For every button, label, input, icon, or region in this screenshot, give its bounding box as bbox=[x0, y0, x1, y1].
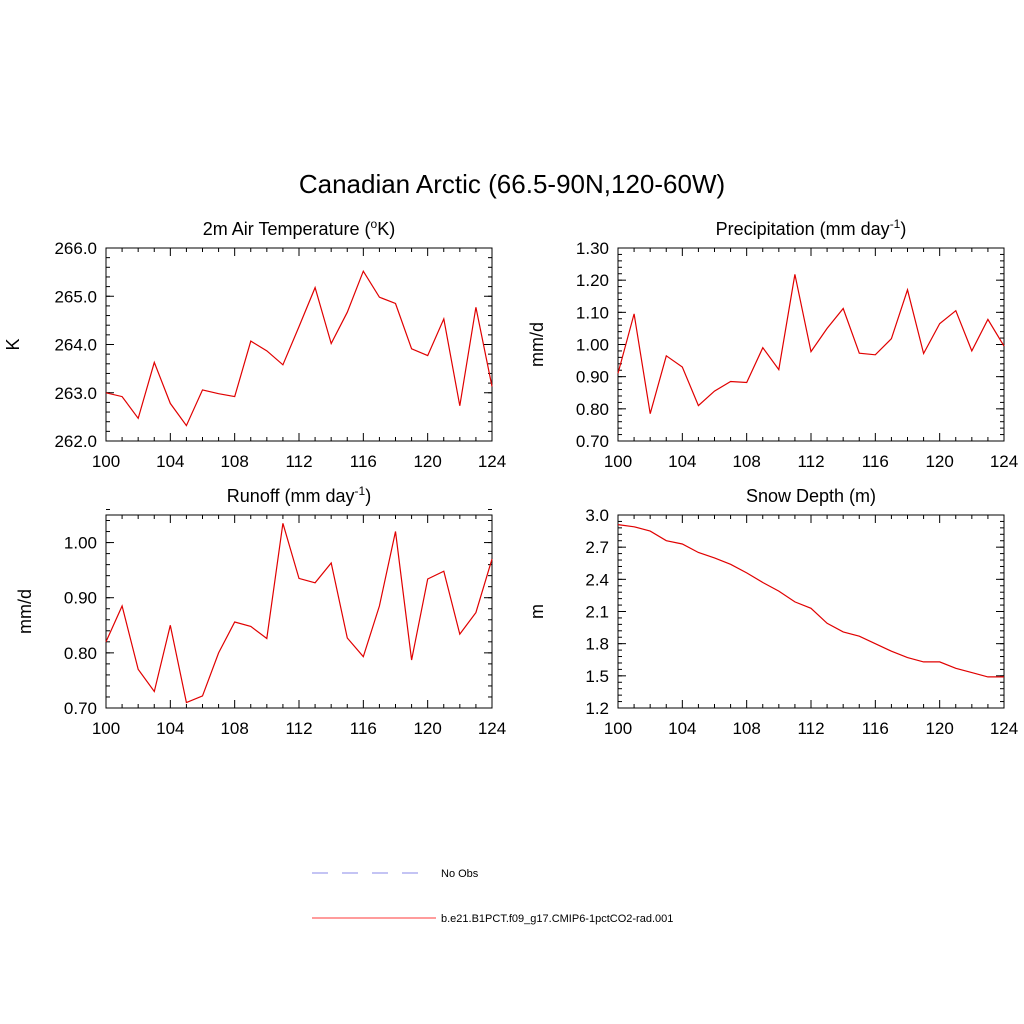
y-tick-label: 1.5 bbox=[585, 667, 609, 686]
y-tick-label: 0.90 bbox=[64, 589, 97, 608]
x-tick-label: 124 bbox=[478, 719, 506, 738]
series-line bbox=[105, 523, 493, 704]
x-tick-label: 116 bbox=[350, 719, 377, 738]
x-tick-label: 120 bbox=[413, 452, 441, 471]
y-tick-label: 1.30 bbox=[576, 239, 609, 258]
y-tick-label: 2.4 bbox=[585, 570, 609, 589]
panel-title-text: Snow Depth (m) bbox=[746, 486, 876, 506]
x-tick-label: 116 bbox=[862, 452, 889, 471]
legend: No Obs b.e21.B1PCT.f09_g17.CMIP6-1pctCO2… bbox=[312, 868, 673, 925]
panel-title-superscript: o bbox=[371, 217, 378, 231]
panel-title-superscript: -1 bbox=[355, 484, 366, 498]
panel-title-text: Precipitation (mm day bbox=[716, 219, 890, 239]
x-tick-label: 108 bbox=[220, 719, 248, 738]
y-tick-label: 1.2 bbox=[585, 699, 609, 718]
x-tick-label: 104 bbox=[668, 452, 696, 471]
x-tick-label: 124 bbox=[478, 452, 506, 471]
legend-no-obs-label: No Obs bbox=[441, 868, 479, 880]
panel-title: Precipitation (mm day-1) bbox=[716, 217, 907, 239]
panel-title: 2m Air Temperature (oK) bbox=[203, 217, 395, 239]
plot-frame bbox=[105, 247, 493, 442]
panel-title-text: Runoff (mm day bbox=[227, 486, 355, 506]
y-axis-label: mm/d bbox=[15, 589, 35, 634]
x-tick-label: 120 bbox=[925, 719, 953, 738]
x-tick-label: 100 bbox=[604, 719, 632, 738]
x-tick-label: 104 bbox=[156, 452, 184, 471]
x-tick-label: 104 bbox=[156, 719, 184, 738]
x-tick-label: 120 bbox=[413, 719, 441, 738]
y-tick-label: 2.1 bbox=[585, 603, 609, 622]
series-line bbox=[617, 524, 1004, 678]
panel-title-suffix: K) bbox=[377, 219, 395, 239]
plot-frame bbox=[617, 247, 1005, 442]
x-tick-label: 104 bbox=[668, 719, 696, 738]
x-tick-label: 112 bbox=[797, 452, 824, 471]
y-tick-label: 265.0 bbox=[54, 287, 97, 306]
x-tick-label: 100 bbox=[92, 719, 120, 738]
x-tick-label: 120 bbox=[925, 452, 953, 471]
y-tick-label: 1.00 bbox=[64, 534, 97, 553]
panel-air-temperature: 2m Air Temperature (oK) 100 104 108 112 116 12… bbox=[3, 217, 506, 471]
y-tick-label: 1.00 bbox=[576, 336, 609, 355]
x-tick-label: 124 bbox=[990, 719, 1018, 738]
y-tick-label: 1.10 bbox=[576, 303, 609, 322]
x-tick-label: 108 bbox=[732, 452, 760, 471]
panel-title-superscript: -1 bbox=[890, 217, 901, 231]
y-axis-label: m bbox=[527, 604, 547, 619]
x-tick-label: 112 bbox=[285, 719, 312, 738]
figure-title: Canadian Arctic (66.5-90N,120-60W) bbox=[299, 169, 725, 199]
panel-title-suffix: ) bbox=[900, 219, 906, 239]
plot-frame bbox=[617, 514, 1005, 709]
panel-precipitation: Precipitation (mm day-1) 100 104 108 112 116 1… bbox=[527, 217, 1018, 471]
y-tick-label: 264.0 bbox=[54, 336, 97, 355]
y-tick-label: 0.70 bbox=[576, 432, 609, 451]
panel-runoff: Runoff (mm day-1) 100 104 108 112 116 120 124 0.… bbox=[15, 484, 506, 738]
y-tick-label: 262.0 bbox=[54, 432, 97, 451]
y-tick-label: 0.80 bbox=[64, 644, 97, 663]
y-tick-label: 2.7 bbox=[585, 538, 609, 557]
panel-title-text: 2m Air Temperature ( bbox=[203, 219, 371, 239]
x-tick-label: 112 bbox=[797, 719, 824, 738]
y-tick-label: 3.0 bbox=[585, 506, 609, 525]
x-tick-label: 116 bbox=[350, 452, 377, 471]
legend-model-label: b.e21.B1PCT.f09_g17.CMIP6-1pctCO2-rad.00… bbox=[441, 913, 673, 925]
plot-frame bbox=[105, 514, 493, 709]
x-tick-label: 108 bbox=[732, 719, 760, 738]
x-tick-label: 108 bbox=[220, 452, 248, 471]
panel-snow-depth: Snow Depth (m) 100 104 108 112 116 120 124 1.2 1.… bbox=[527, 486, 1018, 738]
y-tick-label: 1.20 bbox=[576, 271, 609, 290]
x-tick-label: 112 bbox=[285, 452, 312, 471]
panel-title: Snow Depth (m) bbox=[746, 486, 876, 506]
series-line bbox=[617, 274, 1005, 414]
y-tick-label: 263.0 bbox=[54, 384, 97, 403]
y-tick-label: 0.70 bbox=[64, 699, 97, 718]
panel-title: Runoff (mm day-1) bbox=[227, 484, 371, 506]
x-tick-label: 100 bbox=[92, 452, 120, 471]
y-tick-label: 0.90 bbox=[576, 368, 609, 387]
panel-title-suffix: ) bbox=[365, 486, 371, 506]
series-line bbox=[105, 269, 493, 427]
y-axis-label: mm/d bbox=[527, 322, 547, 367]
x-tick-label: 124 bbox=[990, 452, 1018, 471]
y-tick-label: 266.0 bbox=[54, 239, 97, 258]
y-tick-label: 0.80 bbox=[576, 400, 609, 419]
y-tick-label: 1.8 bbox=[585, 635, 609, 654]
x-tick-label: 100 bbox=[604, 452, 632, 471]
x-tick-label: 116 bbox=[862, 719, 889, 738]
y-axis-label: K bbox=[3, 338, 23, 350]
